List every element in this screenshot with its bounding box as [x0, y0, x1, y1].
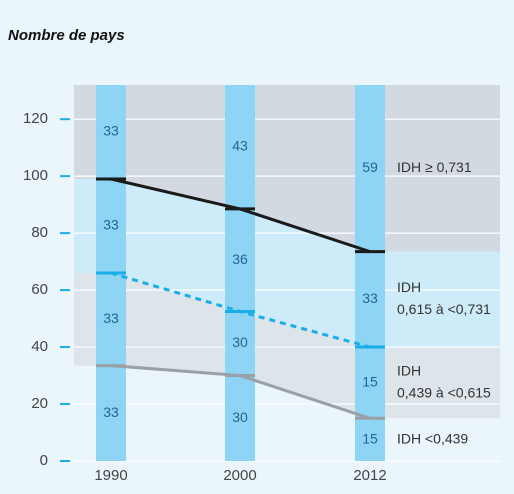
band-label: IDH ≥ 0,731 — [397, 159, 472, 175]
x-tick-label: 1990 — [94, 467, 127, 484]
band-area — [74, 273, 500, 419]
band-label: IDH — [397, 362, 421, 378]
y-tick-label: 40 — [31, 338, 48, 355]
x-tick-label: 2000 — [223, 467, 256, 484]
count-label: 30 — [232, 409, 248, 425]
y-tick-label: 120 — [23, 110, 48, 127]
band-area — [74, 85, 500, 252]
count-label: 43 — [232, 138, 248, 154]
count-label: 33 — [362, 290, 378, 306]
count-label: 33 — [103, 217, 119, 233]
count-label: 30 — [232, 334, 248, 350]
chart-title: Nombre de pays — [8, 27, 125, 44]
count-label: 15 — [362, 430, 378, 446]
band-area — [74, 365, 500, 461]
count-label: 33 — [103, 123, 119, 139]
y-tick-label: 100 — [23, 167, 48, 184]
band-label: 0,439 à <0,615 — [397, 384, 491, 400]
column — [225, 85, 255, 461]
y-tick-label: 20 — [31, 395, 48, 412]
band-label: 0,615 à <0,731 — [397, 301, 491, 317]
count-label: 15 — [362, 373, 378, 389]
band-area — [74, 179, 500, 348]
y-tick-label: 60 — [31, 281, 48, 298]
y-tick-label: 80 — [31, 224, 48, 241]
count-label: 59 — [362, 159, 378, 175]
column — [355, 85, 385, 461]
y-tick-label: 0 — [40, 452, 48, 469]
band-label: IDH — [397, 279, 421, 295]
count-label: 36 — [232, 251, 248, 267]
band-label: IDH <0,439 — [397, 430, 468, 446]
count-label: 33 — [103, 310, 119, 326]
count-label: 33 — [103, 404, 119, 420]
x-tick-label: 2012 — [353, 467, 386, 484]
